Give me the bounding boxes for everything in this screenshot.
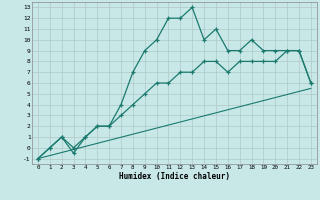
X-axis label: Humidex (Indice chaleur): Humidex (Indice chaleur)	[119, 172, 230, 181]
